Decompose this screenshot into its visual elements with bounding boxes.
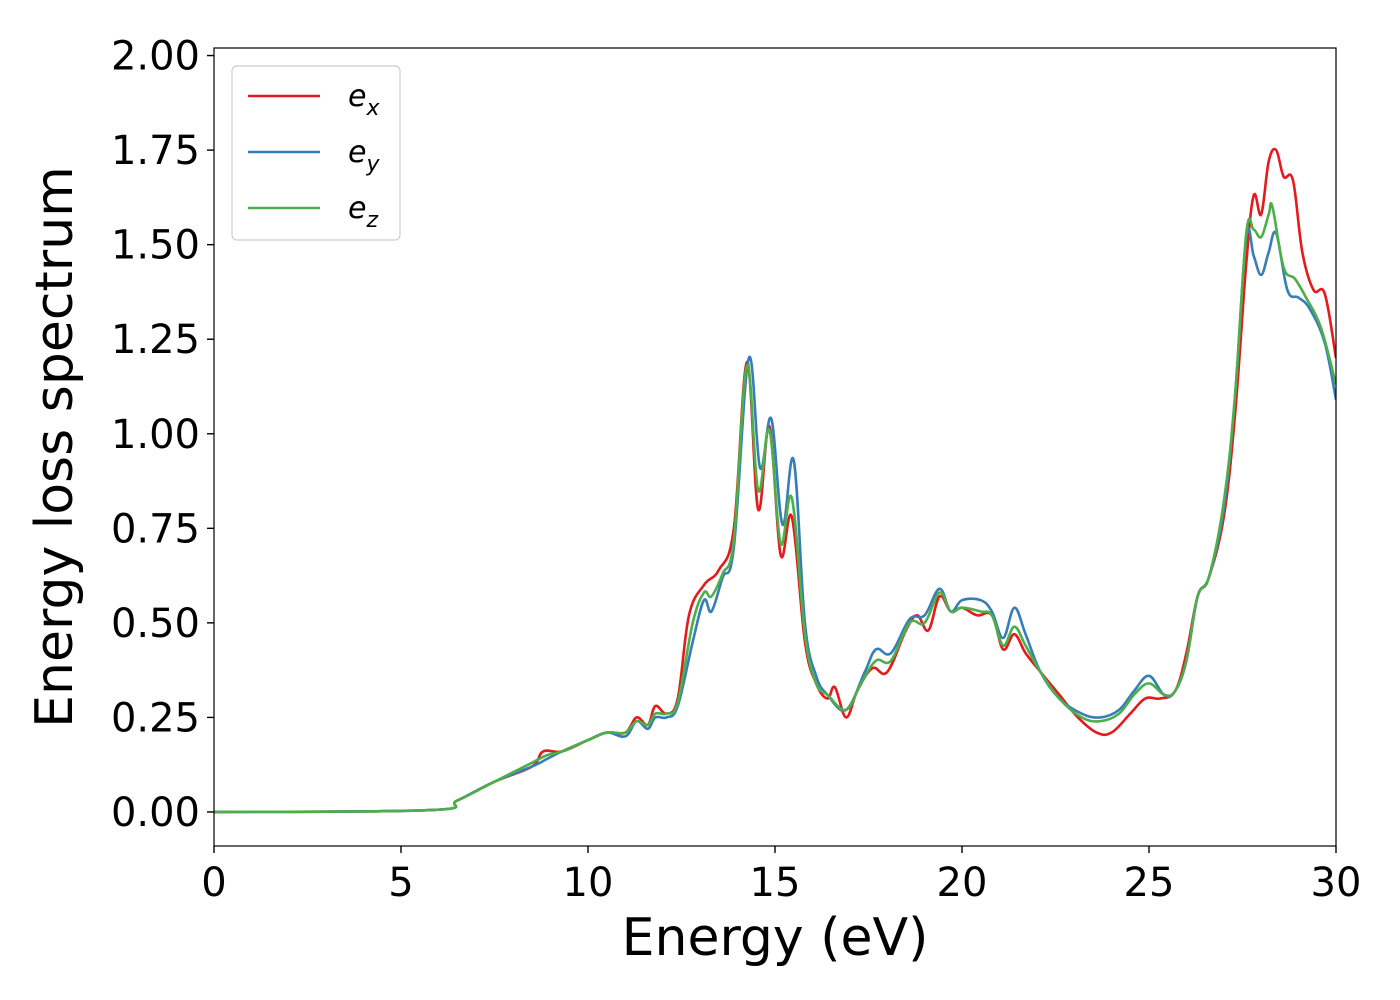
y-tick-label: 1.75 [111,128,200,174]
legend-label-ey: ey [348,135,380,177]
legend-label-ex: ex [348,79,380,121]
y-tick-label: 0.00 [111,790,200,836]
y-tick-label: 0.75 [111,506,200,552]
legend-label-subscript: z [365,208,378,233]
series-line-ez [214,201,1336,814]
x-tick-label: 10 [563,860,614,906]
plot-frame [213,47,1337,847]
x-tick-label: 15 [750,860,801,906]
x-tick-label: 25 [1124,860,1175,906]
legend-label-ez: ez [348,191,378,233]
x-tick-label: 5 [388,860,413,906]
y-tick-label: 0.25 [111,695,200,741]
legend-label-base: e [348,191,366,226]
y-tick-label: 1.50 [111,223,200,269]
y-tick-label: 1.00 [111,412,200,458]
x-tick-label: 0 [201,860,226,906]
series-layer [214,147,1336,814]
y-tick-label: 2.00 [111,34,200,80]
legend-label-base: e [348,79,366,114]
x-axis-title: Energy (eV) [622,908,929,968]
legend-label-subscript: y [365,152,380,177]
x-tick-label: 20 [937,860,988,906]
x-tick-label: 30 [1311,860,1362,906]
y-tick-label: 0.50 [111,601,200,647]
y-axis-title: Energy loss spectrum [25,166,85,728]
legend-label-base: e [348,135,366,170]
y-tick-label: 1.25 [111,317,200,363]
ticks-layer: 0 5 10 15 20 25 30 0.00 0.25 0.50 0.75 1.00 1.25 1.50… [111,34,1362,906]
legend-label-subscript: x [365,96,380,121]
